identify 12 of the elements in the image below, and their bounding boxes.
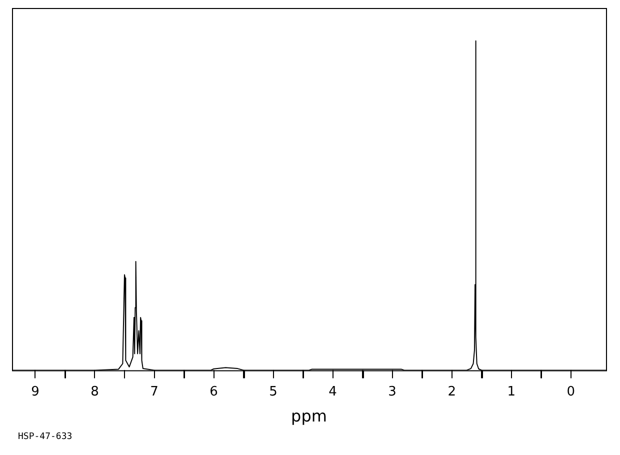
- x-tick-label: 5: [269, 384, 278, 400]
- x-axis-title: ppm: [291, 406, 327, 426]
- x-tick-label: 4: [328, 384, 337, 400]
- x-tick-label: 0: [566, 384, 576, 400]
- x-tick-label: 2: [448, 384, 456, 400]
- x-tick-label: 9: [31, 384, 40, 400]
- x-tick-label: 3: [388, 384, 396, 400]
- text: HSP-47-633: [18, 432, 72, 442]
- x-tick-label: 6: [210, 384, 218, 400]
- x-tick-label: 8: [90, 384, 99, 400]
- x-tick-label: 1: [507, 384, 516, 400]
- x-tick-label: 7: [150, 384, 158, 400]
